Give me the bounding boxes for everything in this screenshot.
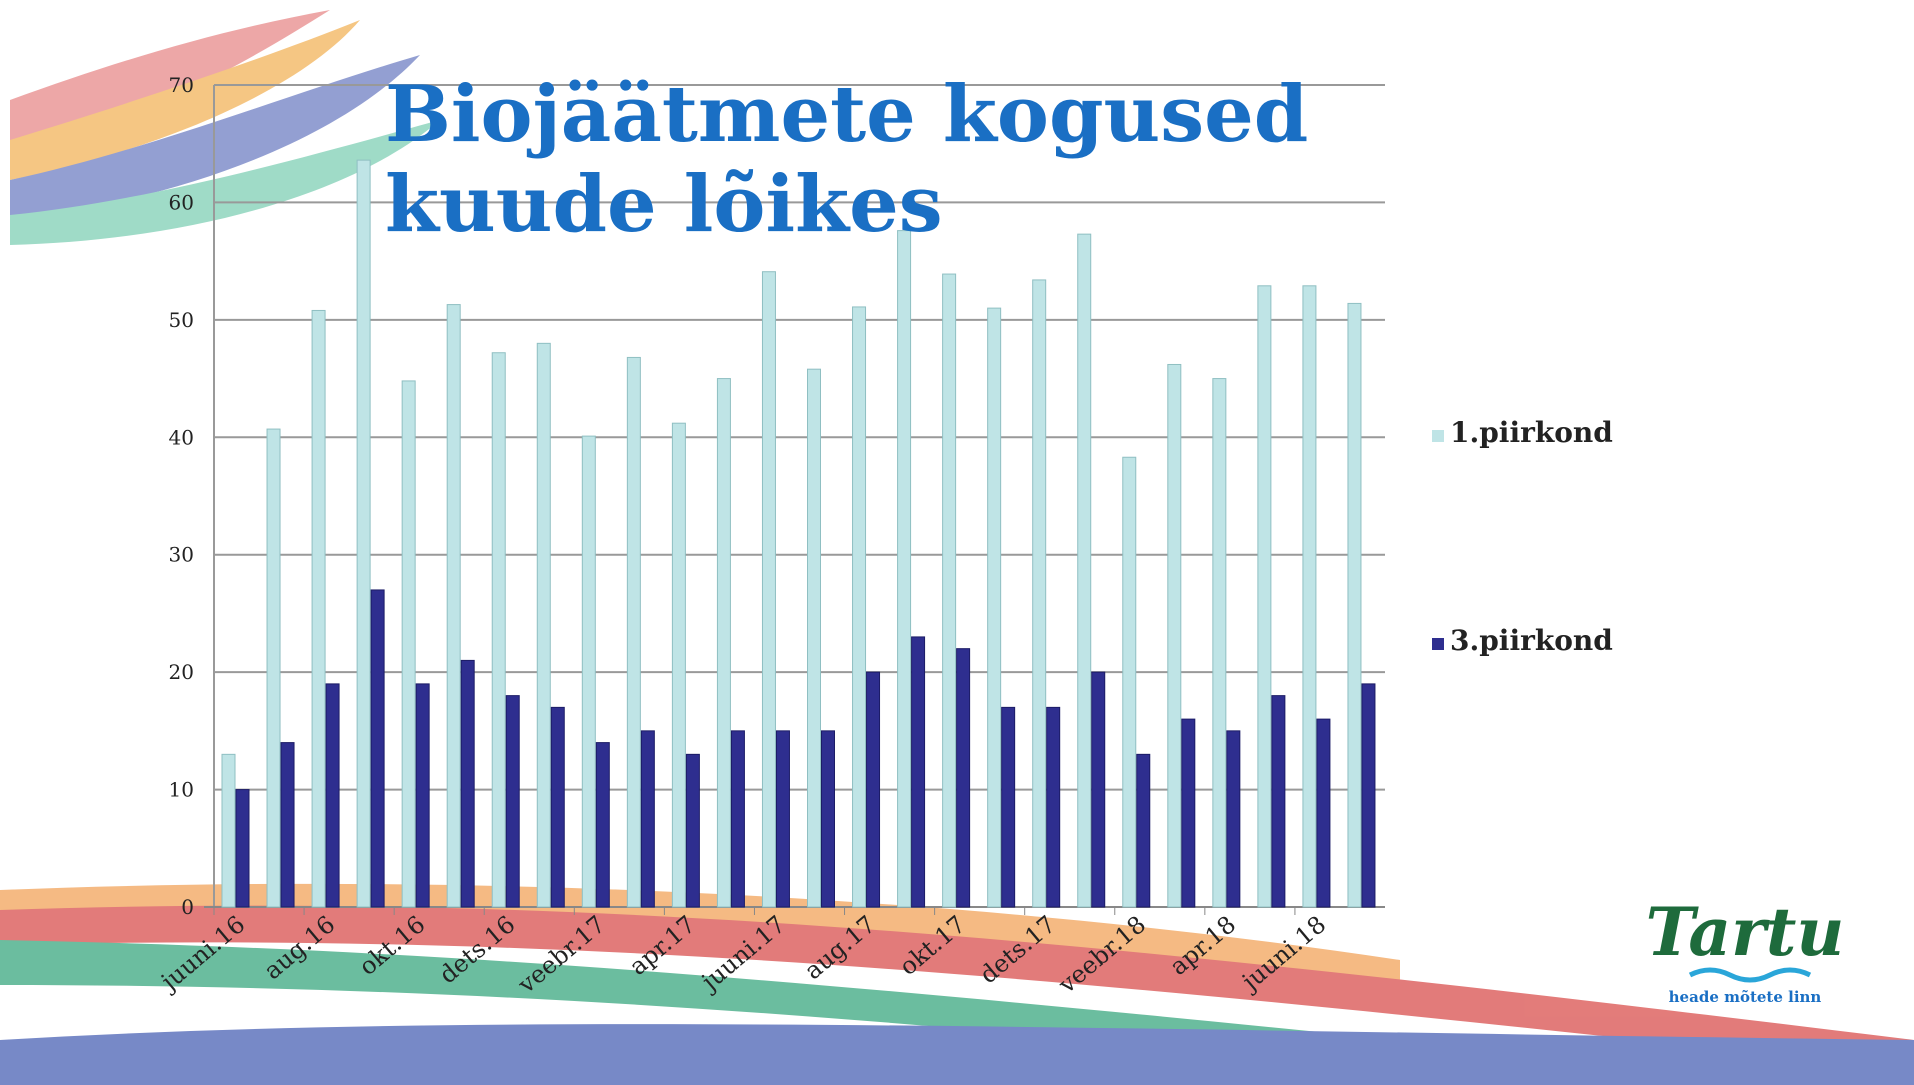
bar	[672, 423, 685, 907]
bar	[1078, 234, 1091, 907]
bar	[447, 305, 460, 907]
bar	[686, 754, 699, 907]
bar	[267, 429, 280, 907]
bar	[326, 684, 339, 907]
bar	[822, 731, 835, 907]
bar	[596, 743, 609, 907]
bar	[1227, 731, 1240, 907]
bar	[957, 649, 970, 907]
logo-name: Tartu	[1646, 893, 1845, 971]
legend-label: 1.piirkond	[1450, 416, 1613, 449]
bar	[1258, 286, 1271, 907]
bar	[357, 160, 370, 907]
logo: Tartu heade mõtete linn	[1646, 893, 1845, 1006]
y-tick-label: 30	[169, 543, 194, 567]
bar	[1213, 379, 1226, 907]
bar	[371, 590, 384, 907]
bar	[943, 274, 956, 907]
bar	[1303, 286, 1316, 907]
bar	[1123, 457, 1136, 907]
bar	[1137, 754, 1150, 907]
bar	[222, 754, 235, 907]
bar	[912, 637, 925, 907]
bar	[312, 310, 325, 907]
bar	[1348, 303, 1361, 907]
bar	[1182, 719, 1195, 907]
bar	[1033, 280, 1046, 907]
bar	[402, 381, 415, 907]
bar	[416, 684, 429, 907]
bar	[506, 696, 519, 907]
bar	[853, 307, 866, 907]
bar	[551, 707, 564, 907]
logo-tagline: heade mõtete linn	[1669, 988, 1822, 1006]
bar	[1317, 719, 1330, 907]
y-tick-label: 10	[169, 778, 194, 802]
bar	[1168, 364, 1181, 907]
bar	[762, 272, 775, 907]
bar	[461, 660, 474, 907]
bar	[236, 790, 249, 907]
chart-title: Biojäätmete kogused kuude lõikes	[385, 70, 1385, 250]
y-tick-label: 0	[181, 895, 194, 919]
bar	[1002, 707, 1015, 907]
y-tick-label: 70	[169, 73, 194, 97]
bar	[492, 353, 505, 907]
bar	[1272, 696, 1285, 907]
legend-label: 3.piirkond	[1450, 624, 1613, 657]
bar	[1092, 672, 1105, 907]
y-tick-label: 20	[169, 660, 194, 684]
bar	[898, 231, 911, 907]
bar	[1047, 707, 1060, 907]
legend-swatch	[1432, 638, 1444, 650]
bar	[281, 743, 294, 907]
bar	[627, 357, 640, 907]
bar	[582, 436, 595, 907]
bar	[808, 369, 821, 907]
y-tick-label: 40	[169, 425, 194, 449]
slide: {"chart_data": {"type": "bar", "title": …	[0, 0, 1914, 1085]
legend-swatch	[1432, 430, 1444, 442]
bar	[776, 731, 789, 907]
bar	[988, 308, 1001, 907]
bar	[867, 672, 880, 907]
logo-wave	[1690, 970, 1810, 980]
y-tick-label: 50	[169, 308, 194, 332]
bar	[537, 343, 550, 907]
y-tick-label: 60	[169, 190, 194, 214]
bar	[717, 379, 730, 907]
bar	[641, 731, 654, 907]
bar	[731, 731, 744, 907]
bar	[1362, 684, 1375, 907]
